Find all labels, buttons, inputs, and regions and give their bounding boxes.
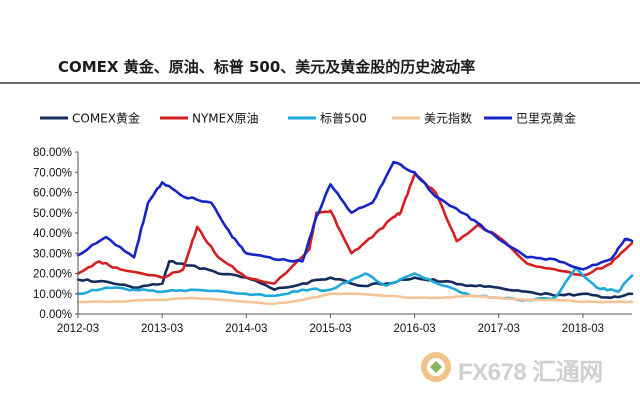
y-tick-label: 40.00% <box>33 228 72 240</box>
y-tick-label: 30.00% <box>33 248 72 260</box>
series-line <box>76 160 634 271</box>
x-tick-label: 2016-03 <box>393 323 435 335</box>
series-line <box>76 292 634 306</box>
x-tick-label: 2018-03 <box>562 323 604 335</box>
series-line <box>76 259 634 300</box>
watermark-logo-icon <box>421 352 451 382</box>
series-line <box>76 173 634 285</box>
title-divider <box>0 82 640 84</box>
x-tick-label: 2017-03 <box>478 323 520 335</box>
watermark-text: FX678 <box>458 359 527 386</box>
series-line <box>76 266 634 302</box>
legend-label: COMEX黄金 <box>72 111 140 126</box>
legend-label: 美元指数 <box>424 111 472 126</box>
watermark-text-cn: 汇通网 <box>532 359 603 386</box>
y-tick-label: 60.00% <box>33 188 72 200</box>
watermark: FX678 汇通网 <box>458 352 603 387</box>
y-tick-label: 10.00% <box>33 289 72 301</box>
legend-label: NYMEX原油 <box>192 112 258 126</box>
y-tick-label: 80.00% <box>33 147 72 159</box>
axes: 0.00% 10.00% 20.00% 30.00% 40.00% 50.00% 60.00… <box>33 147 632 335</box>
legend: COMEX黄金 NYMEX原油 标普500 美元指数 巴里克黄金 <box>40 111 576 126</box>
y-tick-label: 70.00% <box>33 167 72 179</box>
plot-area <box>76 160 634 306</box>
x-tick-label: 2015-03 <box>309 323 351 335</box>
y-tick-label: 0.00% <box>39 309 72 321</box>
x-tick-label: 2014-03 <box>225 323 267 335</box>
x-tick-label: 2012-03 <box>57 323 99 335</box>
chart-title: COMEX 黄金、原油、标普 500、美元及黄金股的历史波动率 <box>58 58 476 76</box>
x-tick-label: 2013-03 <box>141 323 183 335</box>
legend-label: 标普500 <box>320 112 367 126</box>
legend-label: 巴里克黄金 <box>516 111 576 126</box>
y-tick-label: 20.00% <box>33 269 72 281</box>
y-tick-label: 50.00% <box>33 208 72 220</box>
